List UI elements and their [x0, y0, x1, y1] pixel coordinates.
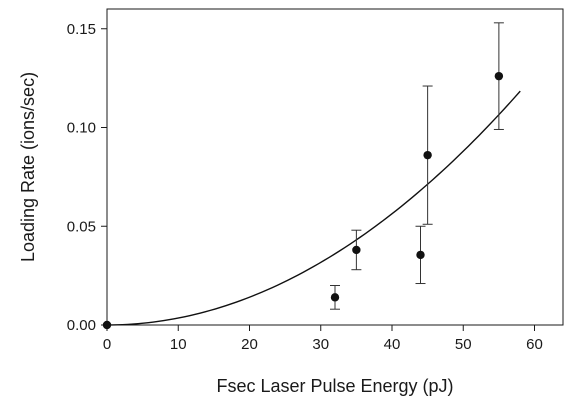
data-point: [102, 320, 112, 330]
y-tick-label: 0.05: [67, 218, 96, 235]
data-points: [102, 71, 504, 330]
x-tick-label: 30: [312, 336, 329, 353]
x-tick-label: 20: [241, 336, 258, 353]
x-tick-label: 10: [170, 336, 187, 353]
axis-ticks: [101, 28, 535, 331]
x-tick-label: 50: [455, 336, 472, 353]
y-tick-label: 0.10: [67, 120, 96, 137]
y-tick-label: 0.00: [67, 317, 96, 334]
fit-curve: [106, 90, 521, 326]
x-tick-label: 0: [103, 336, 111, 353]
y-tick-labels: 0.00 0.05 0.10 0.15: [67, 21, 96, 334]
data-point: [423, 150, 432, 160]
data-point: [494, 71, 504, 81]
plot-frame: [106, 8, 564, 326]
x-axis-title: Fsec Laser Pulse Energy (pJ): [216, 376, 453, 396]
x-tick-label: 60: [526, 336, 543, 353]
error-bars: [330, 22, 504, 310]
y-axis-title: Loading Rate (ions/sec): [18, 72, 38, 262]
x-tick-label: 40: [384, 336, 401, 353]
data-point: [330, 293, 340, 302]
data-point: [416, 250, 425, 260]
y-tick-label: 0.15: [67, 21, 96, 38]
data-point: [352, 245, 361, 255]
x-tick-labels: 0 10 20 30 40 50 60: [103, 336, 543, 353]
